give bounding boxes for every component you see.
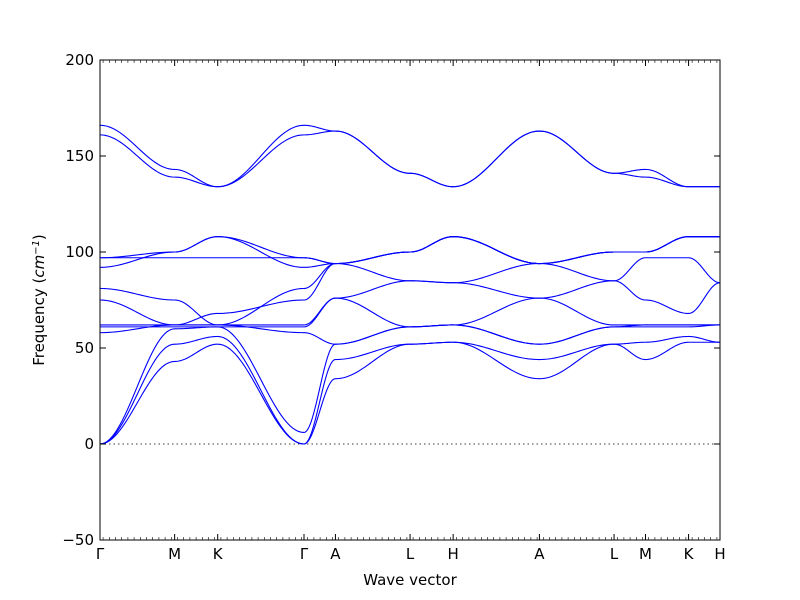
y-tick-label: 200 [65, 51, 94, 69]
phonon-bands [99, 124, 721, 445]
x-tick-label: A [534, 545, 545, 563]
band-6-line [100, 280, 721, 326]
x-tick-label: M [168, 545, 181, 563]
band-1-line [99, 341, 720, 445]
x-tick-label: K [684, 545, 695, 563]
plot-area [99, 124, 721, 445]
y-axis-label: Frequency (cm−1) [30, 234, 48, 366]
y-tick-label: 100 [65, 243, 94, 261]
y-tick-label: 0 [84, 435, 94, 453]
band-5-line [100, 297, 720, 328]
band-13-line [99, 124, 720, 188]
band-10-line [99, 236, 720, 265]
x-tick-label: H [714, 545, 725, 563]
x-tick-label: K [213, 545, 224, 563]
y-axis-label-unit: cm−1 [30, 240, 48, 278]
plot-frame [99, 59, 721, 541]
y-tick-label: −50 [62, 531, 94, 549]
band-11-line [100, 236, 720, 265]
y-axis-ticks: −50 0 50 100 150 200 [62, 51, 720, 549]
x-tick-label: Γ [96, 545, 105, 563]
y-tick-label: 150 [65, 147, 94, 165]
band-3-line [99, 324, 721, 445]
x-tick-label: L [610, 545, 619, 563]
x-tick-label: A [330, 545, 341, 563]
band-2-line [99, 335, 721, 445]
x-axis-label: Wave vector [363, 571, 457, 589]
x-tick-label: H [447, 545, 458, 563]
x-tick-label: Γ [300, 545, 309, 563]
minor-ticks [102, 60, 718, 540]
band-12-line [99, 130, 720, 188]
y-tick-label: 50 [75, 339, 94, 357]
x-tick-label: M [639, 545, 652, 563]
x-tick-label: L [406, 545, 415, 563]
band-7-line [99, 257, 721, 326]
y-axis-label-name: Frequency [30, 288, 48, 366]
